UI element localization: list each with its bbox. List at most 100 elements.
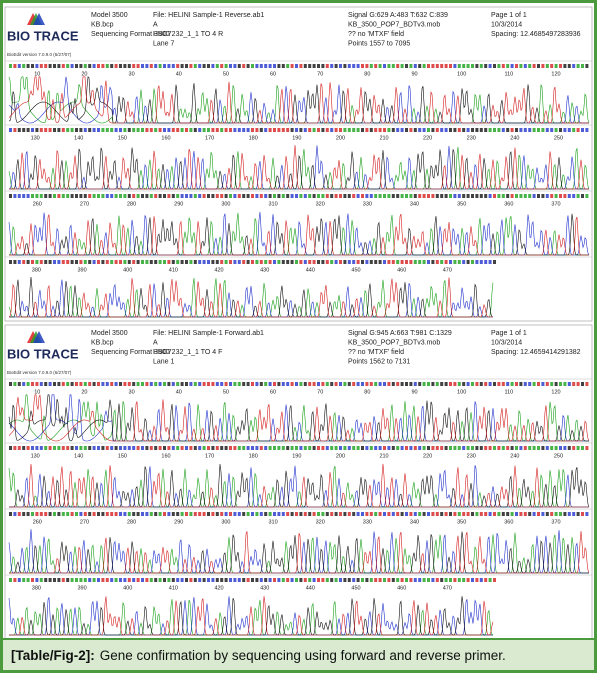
base-call: [114, 128, 118, 132]
base-call: [528, 64, 532, 68]
base-call: [497, 382, 501, 386]
base-call: [479, 260, 483, 264]
base-call: [70, 194, 74, 198]
base-call: [242, 382, 246, 386]
base-call: [97, 260, 100, 264]
base-call: [506, 446, 510, 450]
base-call: [114, 446, 118, 450]
base-call: [405, 578, 408, 582]
base-call: [308, 64, 312, 68]
base-call: [295, 64, 298, 68]
base-call: [61, 194, 65, 198]
base-call: [105, 128, 109, 132]
base-call: [9, 578, 12, 582]
base-call: [576, 128, 580, 132]
base-call: [268, 194, 272, 198]
base-call: [180, 446, 184, 450]
base-call: [497, 194, 501, 198]
position-number: 460: [397, 267, 406, 273]
base-call: [581, 446, 584, 450]
base-call: [189, 578, 193, 582]
base-call: [418, 260, 422, 264]
base-call: [519, 64, 523, 68]
base-call: [462, 382, 466, 386]
base-call: [145, 512, 149, 516]
base-call: [277, 446, 281, 450]
base-call: [180, 128, 184, 132]
base-call: [127, 64, 131, 68]
base-call: [352, 194, 356, 198]
position-number: 420: [214, 585, 223, 591]
base-call: [75, 578, 78, 582]
base-call: [559, 194, 562, 198]
base-call: [273, 128, 276, 132]
base-call: [343, 260, 347, 264]
base-call: [493, 512, 496, 516]
base-call: [325, 512, 329, 516]
base-call: [532, 128, 536, 132]
base-call: [479, 578, 483, 582]
base-call: [567, 382, 571, 386]
base-call: [387, 194, 391, 198]
base-call: [224, 446, 228, 450]
base-call: [449, 446, 452, 450]
base-call: [83, 194, 87, 198]
base-call: [312, 512, 316, 516]
base-call: [92, 194, 96, 198]
base-call: [501, 382, 505, 386]
base-call: [317, 64, 320, 68]
base-call: [167, 194, 171, 198]
base-call: [576, 194, 580, 198]
base-call: [299, 194, 303, 198]
base-call: [427, 446, 430, 450]
base-call: [286, 578, 290, 582]
base-call: [167, 446, 171, 450]
base-call: [215, 64, 219, 68]
base-call: [554, 446, 558, 450]
base-call: [572, 382, 576, 386]
base-call: [334, 260, 338, 264]
position-number: 80: [364, 389, 370, 395]
base-call: [567, 194, 571, 198]
base-call: [506, 512, 510, 516]
base-call: [61, 578, 65, 582]
base-call: [193, 446, 197, 450]
base-call: [185, 512, 188, 516]
base-call: [158, 194, 162, 198]
trace: [8, 394, 590, 442]
base-call: [198, 194, 202, 198]
base-call: [101, 512, 105, 516]
base-call: [347, 382, 351, 386]
base-call: [207, 64, 210, 68]
base-call: [277, 578, 281, 582]
position-number: 260: [33, 519, 42, 525]
base-call: [418, 512, 422, 516]
base-call: [541, 512, 545, 516]
base-call: [422, 260, 426, 264]
base-call: [365, 64, 369, 68]
base-call: [286, 64, 290, 68]
base-call: [48, 446, 52, 450]
position-number: 60: [270, 389, 276, 395]
base-call: [576, 382, 580, 386]
base-call: [488, 446, 492, 450]
base-call: [70, 382, 74, 386]
position-number: 450: [351, 585, 360, 591]
base-call: [193, 578, 197, 582]
header-text: Sequencing Format 3500: [91, 349, 170, 356]
base-call: [290, 446, 294, 450]
base-call: [132, 446, 136, 450]
base-call: [233, 578, 237, 582]
base-call: [453, 260, 457, 264]
base-call: [268, 382, 272, 386]
base-call: [369, 382, 373, 386]
base-call: [101, 128, 105, 132]
base-call: [189, 446, 193, 450]
base-call: [35, 512, 39, 516]
base-call: [88, 128, 92, 132]
trace: [8, 394, 589, 442]
base-call: [251, 64, 254, 68]
base-call: [127, 446, 131, 450]
base-call: [493, 128, 496, 132]
base-call: [31, 578, 34, 582]
